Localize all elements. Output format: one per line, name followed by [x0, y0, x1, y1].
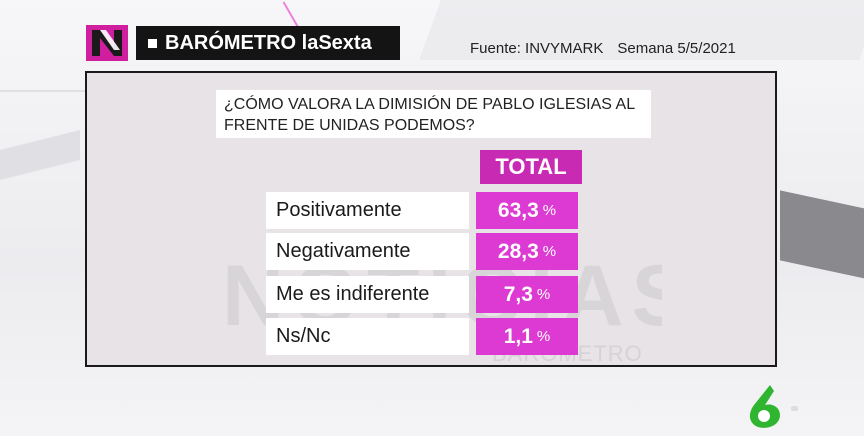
answer-label: Me es indiferente — [266, 276, 469, 313]
answer-label: Positivamente — [266, 192, 469, 229]
source-line: Fuente: INVYMARK Semana 5/5/2021 — [470, 40, 736, 57]
survey-panel: NOTICIAS BARÓMETRO ¿CÓMO VALORA LA DIMIS… — [85, 71, 777, 367]
answer-value: 63,3% — [476, 192, 578, 229]
barometro-title: BARÓMETRO laSexta — [136, 26, 400, 60]
n-logo-glyph — [92, 30, 122, 56]
value-number: 1,1 — [503, 324, 533, 348]
background-line — [0, 90, 120, 92]
survey-question: ¿CÓMO VALORA LA DIMISIÓN DE PABLO IGLESI… — [216, 90, 651, 138]
channel-bug-dot — [791, 406, 798, 411]
value-number: 63,3 — [497, 198, 539, 222]
value-number: 7,3 — [503, 282, 533, 306]
percent-sign: % — [536, 286, 551, 303]
answer-value: 28,3% — [476, 233, 578, 270]
week-text: Semana 5/5/2021 — [617, 40, 736, 57]
source-text: Fuente: INVYMARK — [470, 40, 604, 57]
percent-sign: % — [542, 243, 557, 260]
lasexta-six-icon — [749, 385, 780, 428]
answer-label: Negativamente — [266, 233, 469, 270]
value-number: 28,3 — [497, 239, 539, 263]
answer-label: Ns/Nc — [266, 318, 469, 355]
percent-sign: % — [536, 328, 551, 345]
answer-value: 7,3% — [476, 276, 578, 313]
lasexta-n-logo-icon — [86, 25, 128, 61]
total-column-header: TOTAL — [480, 150, 582, 184]
answer-value: 1,1% — [476, 318, 578, 355]
square-bullet-icon — [148, 38, 157, 48]
barometro-title-text: BARÓMETRO laSexta — [165, 31, 372, 54]
percent-sign: % — [542, 202, 557, 219]
